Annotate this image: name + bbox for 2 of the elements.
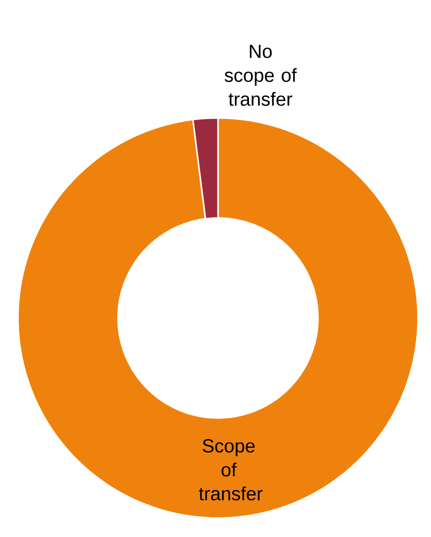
slice-label: Scope of transfer xyxy=(198,439,263,500)
slice-label: No scope of transfer xyxy=(224,44,297,106)
